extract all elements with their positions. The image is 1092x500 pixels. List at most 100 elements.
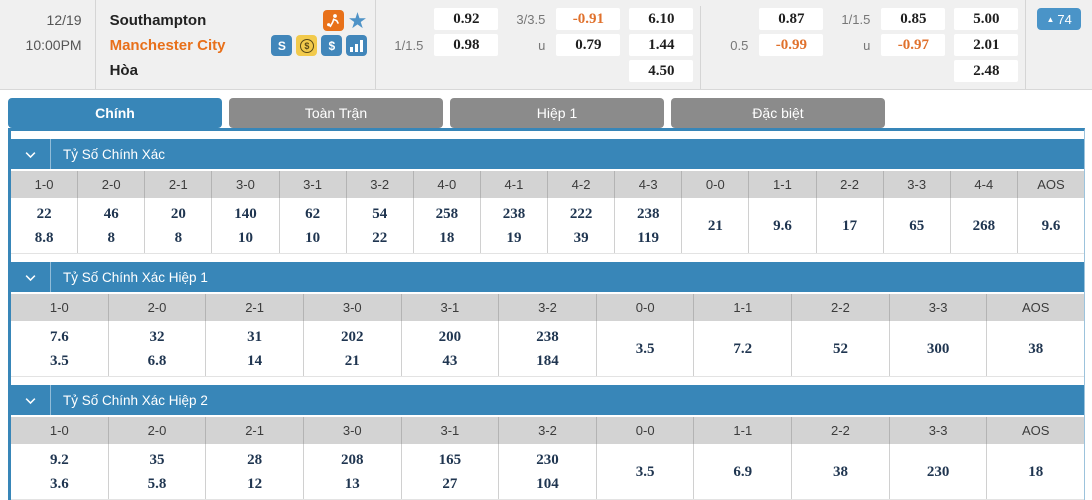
score-odds-cell[interactable]: 3.5 [597, 321, 695, 376]
handicap-odds-cell: -0.99 [755, 34, 827, 56]
score-odds-cell[interactable]: 6.9 [694, 444, 793, 499]
odds-price[interactable]: -0.91 [556, 8, 621, 30]
score-odds-value: 8 [174, 229, 183, 246]
score-odds-cell[interactable]: 3.5 [597, 444, 695, 499]
score-odds-cell[interactable]: 52 [792, 321, 890, 376]
odds-price[interactable]: 4.50 [629, 60, 694, 82]
score-odds-cell[interactable]: 258 18 [414, 198, 481, 253]
score-odds-cell[interactable]: 300 [890, 321, 988, 376]
odds-price[interactable]: 0.92 [434, 8, 499, 30]
score-odds-cell[interactable]: 268 [951, 198, 1018, 253]
1x2-odds-cell: 1.44 [624, 34, 698, 56]
section-header[interactable]: Tỷ Số Chính Xác Hiệp 1 [11, 262, 1084, 292]
score-odds-cell[interactable]: 9.6 [1018, 198, 1084, 253]
score-odds-cell[interactable]: 62 10 [280, 198, 347, 253]
score-odds-value: 21 [707, 217, 723, 234]
score-odds-cell[interactable]: 65 [884, 198, 951, 253]
score-odds-value: 38 [1028, 340, 1044, 357]
odds-price[interactable]: -0.97 [881, 34, 946, 56]
bar-chart-icon[interactable] [346, 35, 368, 56]
odds-price[interactable]: 0.85 [881, 8, 946, 30]
score-odds-cell[interactable]: 238 119 [615, 198, 683, 253]
score-column-header: AOS [1021, 423, 1050, 438]
score-odds-cell[interactable]: 22 8.8 [11, 198, 79, 253]
score-column-header: 3-0 [304, 417, 402, 444]
score-odds-cell[interactable]: 21 [682, 198, 750, 253]
score-odds-cell[interactable]: 38 [792, 444, 890, 499]
stack-icon[interactable]: S [271, 35, 293, 56]
score-column-header: 3-0 [212, 171, 280, 198]
score-odds-cell[interactable]: 230 104 [499, 444, 597, 499]
score-column-header: 3-1 [402, 294, 500, 321]
score-odds-cell[interactable]: 54 22 [347, 198, 414, 253]
odds-price[interactable]: 0.98 [434, 34, 499, 56]
score-values-row: 9.2 3.6 35 5.8 28 12 208 13 165 27 230 104 3.5 6.9 38 2… [11, 444, 1084, 500]
score-odds-value: 258 [435, 205, 459, 222]
tab-2[interactable]: Toàn Trận [229, 98, 443, 128]
score-odds-cell[interactable]: 202 21 [304, 321, 402, 376]
odds-price[interactable]: 0.79 [556, 34, 621, 56]
score-odds-value: 9.6 [773, 217, 792, 234]
score-values-row: 22 8.8 46 8 20 8 140 10 62 10 54 22 258 18 238 19 222 39 2… [11, 198, 1084, 254]
score-odds-value: 8.8 [34, 229, 54, 246]
score-odds-value: 208 [340, 451, 364, 468]
score-odds-cell[interactable]: 208 13 [304, 444, 402, 499]
score-odds-cell[interactable]: 32 6.8 [109, 321, 207, 376]
score-odds-cell[interactable]: 31 14 [206, 321, 304, 376]
handicap-label: 1/1.5 [394, 37, 424, 53]
score-odds-cell[interactable]: 35 5.8 [109, 444, 207, 499]
odds-price[interactable]: 1.44 [629, 34, 694, 56]
score-odds-cell[interactable]: 9.6 [749, 198, 817, 253]
score-odds-cell[interactable]: 18 [987, 444, 1084, 499]
score-column-header: 4-2 [548, 171, 616, 198]
coin-dollar-icon[interactable]: $ [296, 35, 318, 56]
soccer-icon[interactable] [322, 10, 344, 31]
score-odds-cell[interactable]: 7.6 3.5 [11, 321, 109, 376]
score-odds-cell[interactable]: 200 43 [402, 321, 500, 376]
tab-1[interactable]: Chính [8, 98, 222, 128]
star-icon[interactable]: ★ [347, 8, 368, 33]
score-odds-cell[interactable]: 238 184 [499, 321, 597, 376]
score-odds-cell[interactable]: 140 10 [212, 198, 280, 253]
tab-3[interactable]: Hiệp 1 [450, 98, 664, 128]
score-odds-value: 10 [237, 229, 253, 246]
score-odds-cell[interactable]: 222 39 [548, 198, 616, 253]
odds-price[interactable]: 2.48 [954, 60, 1019, 82]
score-column-header: 3-1 [280, 171, 347, 198]
odds-price[interactable]: -0.99 [759, 34, 824, 56]
odds-price[interactable]: 5.00 [954, 8, 1019, 30]
1x2-odds-cell: 5.00 [949, 8, 1023, 30]
score-odds-cell[interactable]: 17 [817, 198, 884, 253]
score-column-header: 4-1 [481, 171, 548, 198]
score-odds-value: 28 [247, 451, 263, 468]
tab-4[interactable]: Đặc biệt [671, 98, 885, 128]
score-odds-value: 31 [247, 328, 263, 345]
score-column-header: 3-3 [884, 171, 951, 198]
score-column-header: 2-1 [206, 294, 304, 321]
score-odds-cell[interactable]: 9.2 3.6 [11, 444, 109, 499]
score-odds-value: 104 [536, 475, 559, 492]
odds-price[interactable]: 0.87 [759, 8, 824, 30]
1x2-odds-cell: 2.01 [949, 34, 1023, 56]
more-bets-badge[interactable]: ▲ 74 [1037, 8, 1081, 30]
odds-price[interactable]: 2.01 [954, 34, 1019, 56]
score-odds-value: 12 [247, 475, 263, 492]
section-header[interactable]: Tỷ Số Chính Xác Hiệp 2 [11, 385, 1084, 415]
score-odds-cell[interactable]: 165 27 [402, 444, 500, 499]
score-odds-cell[interactable]: 230 [890, 444, 988, 499]
score-odds-cell[interactable]: 238 19 [481, 198, 548, 253]
score-odds-cell[interactable]: 20 8 [145, 198, 213, 253]
score-section-3: Tỷ Số Chính Xác Hiệp 2 1-0 2-0 2-1 3-0 3-1 3-2… [11, 385, 1084, 500]
score-odds-cell[interactable]: 46 8 [78, 198, 146, 253]
section-header[interactable]: Tỷ Số Chính Xác [11, 139, 1084, 169]
match-header: 12/19 10:00PM Southampton ★ Manchester C… [0, 0, 1092, 90]
score-odds-cell[interactable]: 7.2 [694, 321, 793, 376]
score-odds-value: 6.9 [733, 463, 753, 480]
score-column-header: 4-4 [951, 171, 1018, 198]
score-odds-cell[interactable]: 38 [987, 321, 1084, 376]
dollar-icon[interactable]: $ [321, 35, 343, 56]
odds-price[interactable]: 6.10 [629, 8, 694, 30]
score-odds-cell[interactable]: 28 12 [206, 444, 304, 499]
over-under-label: u [538, 37, 546, 53]
handicap-label: 0.5 [730, 37, 749, 53]
